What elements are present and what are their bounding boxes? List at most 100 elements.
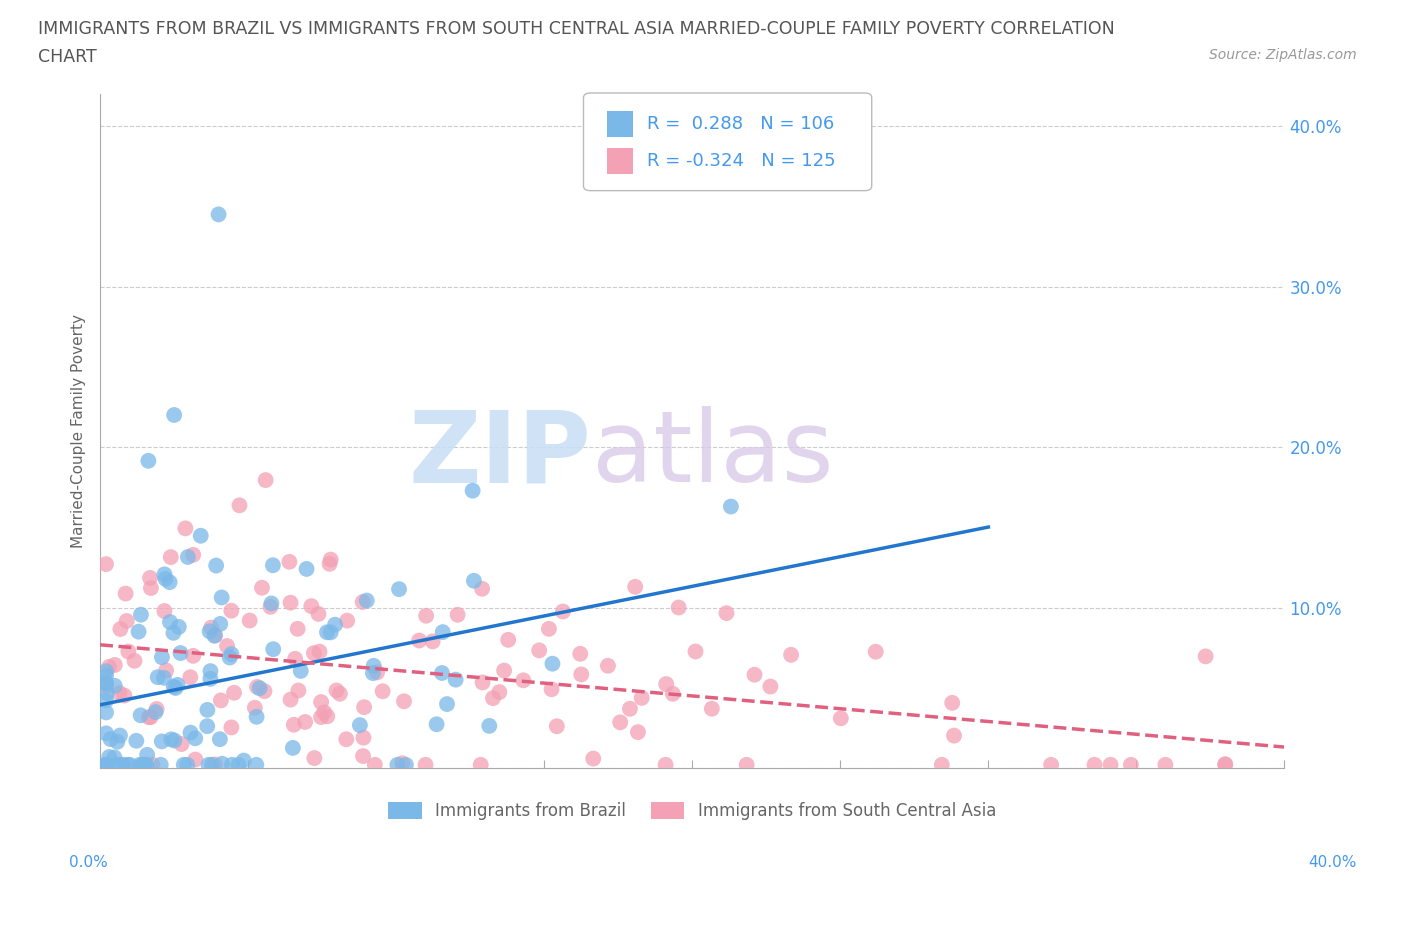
Point [243,700,266,715]
Point [166,677,188,692]
Point [250,580,273,595]
Point [209,617,232,631]
Point [395,757,418,772]
Point [596,658,619,673]
Point [155,663,177,678]
Point [179,725,201,740]
Point [170,737,193,751]
Point [280,692,302,707]
Point [145,701,167,716]
Point [444,672,467,687]
Point [201,757,224,772]
Point [422,634,444,649]
Point [280,595,302,610]
Point [943,728,966,743]
Point [184,752,207,767]
Point [371,684,394,698]
Point [537,621,560,636]
Point [198,624,221,639]
Point [662,686,685,701]
Point [294,714,316,729]
Point [159,615,181,630]
Point [309,710,332,724]
Point [150,650,173,665]
Point [162,625,184,640]
Point [207,207,229,222]
Point [527,643,550,658]
Point [181,548,204,563]
Point [153,567,176,582]
Point [128,624,150,639]
Point [541,657,564,671]
Point [281,740,304,755]
Point [364,757,387,772]
Point [146,670,169,684]
Point [228,757,250,772]
Point [246,680,269,695]
Point [627,724,650,739]
Point [1119,757,1142,772]
Point [415,608,437,623]
Point [94,557,117,572]
Point [94,664,117,679]
Point [149,757,172,772]
Point [125,734,148,749]
Point [105,735,128,750]
Point [232,753,254,768]
Point [619,701,641,716]
Point [366,665,388,680]
Point [262,642,284,657]
Text: 0.0%: 0.0% [69,855,108,870]
Point [245,757,267,772]
Point [668,600,690,615]
Point [110,757,132,772]
Point [295,562,318,577]
Point [446,607,468,622]
Point [94,705,117,720]
Point [1194,649,1216,664]
Point [290,663,312,678]
Point [197,702,219,717]
Text: CHART: CHART [38,48,97,66]
Point [94,757,117,772]
Point [114,586,136,601]
Point [200,620,222,635]
Point [335,732,357,747]
Point [222,685,245,700]
Point [112,757,135,772]
Point [287,683,309,698]
Point [177,550,200,565]
Point [865,644,887,659]
Point [304,751,326,765]
Point [471,675,494,690]
Point [135,757,157,772]
Point [391,756,413,771]
Point [160,732,183,747]
Point [94,676,117,691]
Point [329,686,352,701]
Point [94,693,117,708]
Point [110,621,132,636]
Point [245,710,267,724]
Point [103,750,125,764]
Point [316,625,339,640]
Point [685,644,707,659]
Point [744,668,766,683]
Point [209,693,232,708]
Point [155,571,177,586]
Point [353,699,375,714]
Point [138,710,160,724]
Point [118,757,141,772]
Point [299,599,322,614]
Point [169,645,191,660]
Point [478,718,501,733]
Point [136,748,159,763]
Point [624,579,647,594]
Point [153,604,176,618]
Point [432,625,454,640]
Legend: Immigrants from Brazil, Immigrants from South Central Asia: Immigrants from Brazil, Immigrants from … [382,795,1002,827]
Point [153,671,176,685]
Point [160,550,183,565]
Point [239,613,262,628]
Point [716,605,738,620]
